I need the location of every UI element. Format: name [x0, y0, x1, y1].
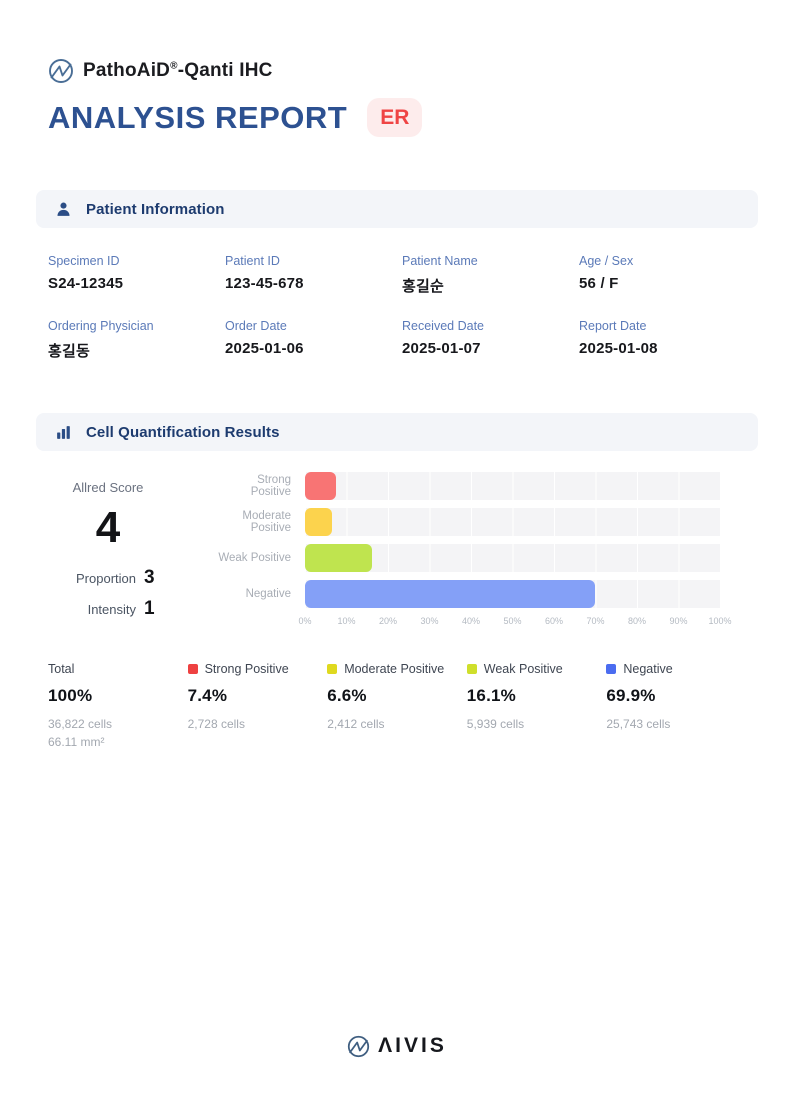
field-order-date: Order Date 2025-01-06 [225, 319, 304, 357]
bar-strong-positive [305, 472, 336, 500]
stat-negative: Negative 69.9% 25,743 cells [606, 662, 673, 731]
field-specimen-id: Specimen ID S24-12345 [48, 254, 124, 292]
registered-mark: ® [170, 60, 178, 72]
quant-section-header: Cell Quantification Results [36, 413, 758, 451]
product-name: PathoAiD®-Qanti IHC [83, 60, 273, 81]
stat-strong-positive: Strong Positive 7.4% 2,728 cells [187, 662, 289, 731]
intensity-value: 1 [144, 598, 155, 619]
person-icon [55, 201, 72, 218]
aivis-wordmark: ΛIVIS [378, 1034, 447, 1057]
bar-weak-positive [305, 544, 372, 572]
chart-row-strong-positive: Strong Positive [218, 472, 720, 500]
chart-row-weak-positive: Weak Positive [218, 544, 720, 572]
field-age-sex: Age / Sex 56 / F [579, 254, 634, 292]
field-patient-name: Patient Name 홍길순 [402, 254, 478, 295]
allred-score-block: Allred Score 4 Proportion 3 Intensity 1 [48, 472, 218, 630]
negative-swatch [606, 664, 617, 674]
bar-moderate-positive [305, 508, 333, 536]
footer-brand: ΛIVIS [0, 1034, 794, 1058]
stat-weak-positive: Weak Positive 16.1% 5,939 cells [466, 662, 563, 731]
proportion-value: 3 [144, 567, 155, 588]
quant-section-title: Cell Quantification Results [86, 423, 280, 441]
stat-total: Total 100% 36,822 cells 66.11 mm² [48, 662, 113, 749]
field-patient-id: Patient ID 123-45-678 [225, 254, 304, 292]
chart-track [305, 580, 720, 608]
cell-quantification-chart: Strong Positive Moderate Positive Weak P… [218, 472, 732, 630]
report-header: PathoAiD®-Qanti IHC ANALYSIS REPORT ER [0, 0, 794, 137]
product-logo: PathoAiD®-Qanti IHC [48, 58, 746, 84]
strong-positive-swatch [187, 664, 198, 674]
field-received-date: Received Date 2025-01-07 [402, 319, 484, 357]
intensity-label: Intensity [87, 601, 136, 617]
patient-information-section: Patient Information Specimen ID S24-1234… [0, 190, 794, 361]
bar-negative [305, 580, 596, 608]
allred-score-label: Allred Score [72, 480, 144, 495]
proportion-label: Proportion [76, 570, 136, 586]
chart-track [305, 544, 720, 572]
chart-row-negative: Negative [218, 580, 720, 608]
page-title: ANALYSIS REPORT [48, 99, 348, 135]
bar-chart-icon [55, 424, 72, 441]
aivis-logo-icon [347, 1035, 370, 1058]
field-ordering-physician: Ordering Physician 홍길동 [48, 319, 154, 360]
quantification-stats: Total 100% 36,822 cells 66.11 mm² Strong… [48, 662, 746, 749]
moderate-positive-swatch [327, 664, 338, 674]
patient-fields-grid: Specimen ID S24-12345 Patient ID 123-45-… [48, 254, 746, 361]
weak-positive-swatch [466, 664, 477, 674]
cell-quantification-section: Cell Quantification Results Allred Score… [0, 413, 794, 749]
field-report-date: Report Date 2025-01-08 [579, 319, 658, 357]
chart-track [305, 472, 720, 500]
marker-badge-er: ER [367, 98, 423, 137]
pathoaid-logo-icon [48, 58, 74, 84]
x-axis-ticks: 0% 10% 20% 30% 40% 50% 60% 70% 80% 90% 1… [298, 616, 732, 626]
chart-track [305, 508, 720, 536]
patient-section-title: Patient Information [86, 200, 225, 218]
stat-moderate-positive: Moderate Positive 6.6% 2,412 cells [327, 662, 445, 731]
patient-section-header: Patient Information [36, 190, 758, 228]
chart-row-moderate-positive: Moderate Positive [218, 508, 720, 536]
allred-score-value: 4 [95, 503, 121, 552]
